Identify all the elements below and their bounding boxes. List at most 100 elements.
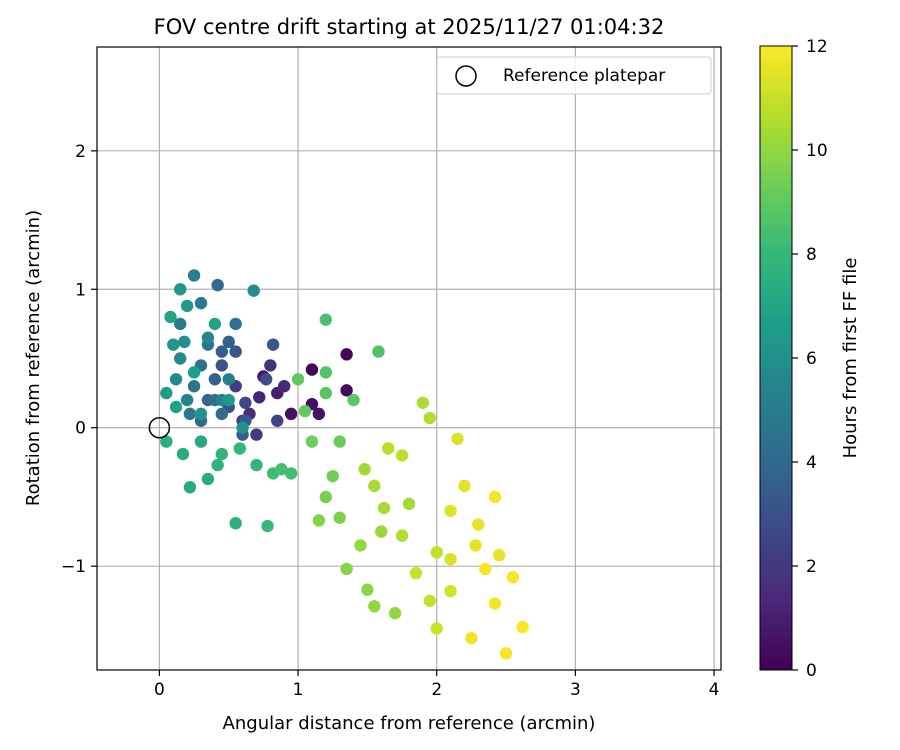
data-point xyxy=(354,539,367,552)
data-point xyxy=(402,497,416,511)
data-point xyxy=(382,442,395,455)
data-point xyxy=(416,396,430,410)
data-point xyxy=(516,620,529,634)
data-point xyxy=(271,414,284,427)
data-point xyxy=(253,391,266,404)
data-point xyxy=(312,514,326,527)
colorbar-label: Hours from first FF file xyxy=(840,258,861,459)
y-axis-ticks: −1 0 1 2 xyxy=(61,142,97,577)
x-axis-ticks: 0 1 2 3 4 xyxy=(154,670,719,700)
data-point xyxy=(174,352,187,365)
colorbar-tick-label: 6 xyxy=(806,349,817,369)
data-point xyxy=(187,366,201,379)
data-point xyxy=(479,562,492,576)
data-point xyxy=(222,373,235,386)
data-point xyxy=(261,519,274,533)
data-point xyxy=(164,310,177,324)
data-point xyxy=(187,269,201,282)
colorbar-tick-label: 8 xyxy=(806,245,817,265)
data-point xyxy=(211,458,224,472)
colorbar-tick-label: 0 xyxy=(806,661,817,681)
colorbar: 0 2 4 6 8 10 12 Hours from first FF file xyxy=(759,37,861,681)
data-point xyxy=(377,501,391,515)
data-point xyxy=(174,283,187,296)
legend-box xyxy=(436,56,712,95)
data-point xyxy=(375,525,388,538)
data-point xyxy=(239,396,252,410)
data-point xyxy=(176,447,190,461)
data-point xyxy=(236,421,249,434)
data-point xyxy=(361,583,374,596)
data-point xyxy=(215,407,228,421)
data-point xyxy=(222,335,235,349)
data-point xyxy=(180,299,194,313)
data-point xyxy=(368,479,381,493)
y-tick-label: 1 xyxy=(75,280,86,300)
chart-title: FOV centre drift starting at 2025/11/27 … xyxy=(154,15,665,39)
data-point xyxy=(169,373,183,386)
data-point xyxy=(250,428,263,441)
data-point xyxy=(465,631,478,645)
data-point xyxy=(229,317,242,331)
y-tick-label: 0 xyxy=(75,419,86,439)
data-point xyxy=(222,393,235,407)
data-point xyxy=(194,435,208,448)
legend-reference-marker xyxy=(455,65,477,87)
x-tick-label: 2 xyxy=(431,680,442,700)
data-point xyxy=(278,379,291,393)
data-point xyxy=(167,338,180,351)
colorbar-ticks: 0 2 4 6 8 10 12 xyxy=(792,37,828,681)
data-point xyxy=(458,479,471,493)
data-point xyxy=(395,529,409,542)
data-point xyxy=(430,622,443,635)
data-point xyxy=(229,517,242,530)
data-point xyxy=(358,463,371,476)
data-point xyxy=(319,386,332,400)
data-point xyxy=(174,317,187,331)
data-point xyxy=(178,335,191,349)
data-point xyxy=(319,490,332,504)
data-point xyxy=(444,553,457,566)
x-tick-label: 0 xyxy=(154,680,165,700)
data-point xyxy=(347,393,360,407)
data-point xyxy=(194,407,208,421)
data-point xyxy=(215,359,228,372)
data-point xyxy=(368,600,381,613)
reference-platepar-marker xyxy=(148,416,171,439)
colorbar-tick-label: 2 xyxy=(806,557,817,577)
legend: Reference platepar xyxy=(436,56,712,95)
data-point xyxy=(395,449,409,462)
data-point xyxy=(423,411,436,425)
data-point xyxy=(499,647,513,660)
data-point xyxy=(305,435,319,448)
data-point xyxy=(372,345,385,358)
data-point xyxy=(492,548,506,562)
colorbar-tick-label: 10 xyxy=(806,141,828,161)
data-point xyxy=(160,386,173,400)
data-point xyxy=(201,472,215,486)
data-point xyxy=(409,566,423,580)
plot-frame xyxy=(96,46,722,671)
colorbar-gradient xyxy=(759,45,793,671)
data-point xyxy=(183,407,197,421)
data-point xyxy=(506,571,520,584)
data-point xyxy=(430,546,443,559)
data-point xyxy=(451,432,464,445)
data-point xyxy=(160,435,173,448)
y-tick-label: −1 xyxy=(61,557,86,577)
data-point xyxy=(469,539,482,552)
x-tick-label: 3 xyxy=(570,680,581,700)
data-point xyxy=(305,363,319,376)
data-point xyxy=(229,345,242,358)
data-point xyxy=(488,490,502,504)
data-point xyxy=(284,407,298,421)
reference-marker-layer xyxy=(148,416,171,439)
data-point xyxy=(298,404,312,418)
grid xyxy=(97,47,721,670)
data-point xyxy=(187,379,201,393)
data-point xyxy=(275,463,288,476)
data-point xyxy=(319,313,332,326)
data-point xyxy=(333,435,346,448)
data-point xyxy=(208,317,222,331)
data-point xyxy=(180,393,194,407)
